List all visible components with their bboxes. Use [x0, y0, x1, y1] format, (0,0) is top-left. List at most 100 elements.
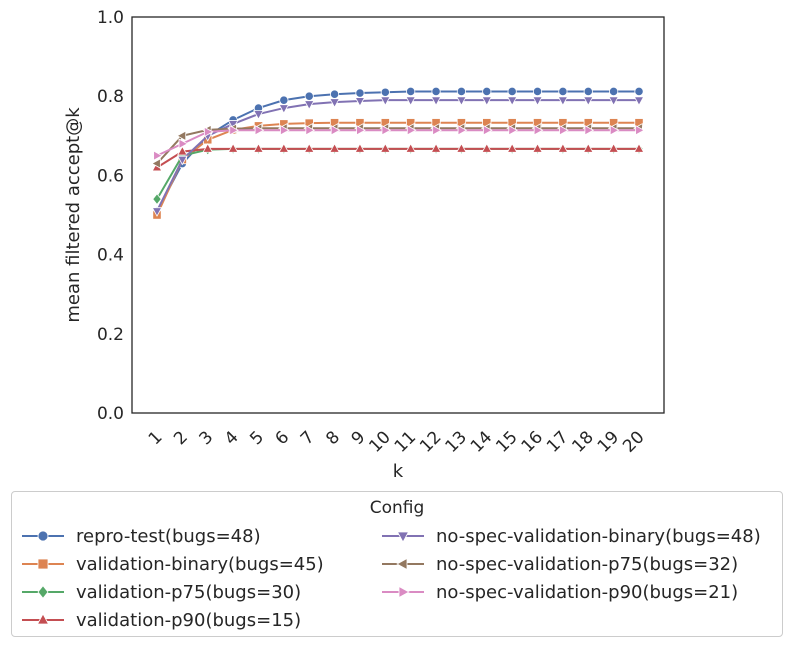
- legend-swatch: [382, 557, 424, 571]
- data-point: [329, 142, 340, 153]
- data-point: [253, 142, 264, 153]
- y-tick-label: 0.2: [97, 325, 124, 345]
- y-tick-label: 1.0: [97, 8, 124, 28]
- data-point: [634, 86, 644, 97]
- series-line: [156, 147, 639, 169]
- data-point: [203, 126, 214, 138]
- data-point: [456, 86, 467, 97]
- data-point: [304, 91, 314, 101]
- data-point: [279, 95, 289, 105]
- data-point: [330, 124, 341, 136]
- legend-swatch-marker: [36, 613, 50, 625]
- data-point: [507, 86, 517, 97]
- data-point: [177, 145, 188, 156]
- legend-item: validation-p90(bugs=15): [20, 606, 301, 634]
- data-point: [557, 96, 569, 107]
- series-4: [151, 96, 645, 217]
- y-tick-label: 0.8: [97, 87, 124, 107]
- series-line: [156, 121, 639, 216]
- data-point: [633, 96, 645, 107]
- y-tick-label: 0.4: [97, 246, 124, 266]
- x-tick-label: 2: [170, 427, 192, 449]
- legend-item: repro-test(bugs=48): [20, 522, 261, 550]
- data-point: [508, 124, 519, 136]
- legend-label: no-spec-validation-p90(bugs=21): [436, 581, 739, 603]
- data-point: [584, 124, 595, 136]
- data-point: [456, 96, 467, 107]
- data-point: [532, 96, 543, 107]
- data-point: [633, 142, 645, 153]
- data-point: [254, 124, 265, 136]
- x-tick-label: 6: [272, 427, 294, 449]
- series-line: [156, 147, 639, 200]
- data-point: [151, 158, 161, 169]
- data-point: [609, 124, 620, 136]
- legend-item: no-spec-validation-p75(bugs=32): [380, 550, 738, 578]
- data-point: [608, 142, 619, 153]
- data-point: [405, 96, 416, 107]
- data-point: [481, 142, 493, 153]
- legend-title: Config: [369, 498, 425, 518]
- legend-label: no-spec-validation-p75(bugs=32): [436, 553, 739, 575]
- data-point: [278, 142, 290, 153]
- y-tick-label: 0.0: [97, 404, 124, 424]
- x-tick-label: 3: [195, 427, 217, 449]
- legend-swatch-marker: [37, 558, 49, 570]
- data-point: [532, 142, 543, 153]
- data-point: [380, 87, 390, 97]
- legend-item: validation-binary(bugs=45): [20, 550, 324, 578]
- legend-label: no-spec-validation-binary(bugs=48): [436, 525, 761, 547]
- x-tick-label: 5: [246, 427, 268, 449]
- data-point: [430, 142, 442, 153]
- data-point: [202, 142, 214, 153]
- data-point: [558, 86, 568, 97]
- data-point: [227, 142, 239, 153]
- data-point: [608, 96, 619, 107]
- legend-swatch: [22, 530, 64, 542]
- legend-swatch: [382, 585, 424, 599]
- data-point: [381, 124, 392, 136]
- x-tick-label: 20: [619, 427, 648, 456]
- legend-label: validation-binary(bugs=45): [76, 553, 324, 575]
- series-0: [152, 86, 644, 216]
- data-point: [305, 124, 316, 136]
- legend-swatch-marker: [37, 530, 49, 542]
- x-axis-label: k: [393, 461, 404, 482]
- x-tick-label: 7: [297, 427, 319, 449]
- y-tick-label: 0.6: [97, 166, 124, 186]
- legend-swatch-marker: [37, 585, 49, 599]
- series-3: [151, 142, 645, 172]
- data-point: [355, 88, 365, 98]
- data-point: [406, 124, 417, 136]
- x-tick-label: 8: [322, 427, 344, 449]
- data-point: [457, 124, 468, 136]
- legend-item: no-spec-validation-p90(bugs=21): [380, 578, 738, 606]
- data-point: [557, 142, 569, 153]
- x-tick-label: 4: [221, 427, 243, 449]
- legend-swatch-marker: [396, 557, 408, 571]
- legend-swatch-marker: [396, 531, 410, 543]
- data-point: [582, 142, 594, 153]
- legend-label: validation-p75(bugs=30): [76, 581, 302, 603]
- data-point: [432, 124, 442, 136]
- data-point: [405, 142, 416, 153]
- data-point: [481, 96, 493, 107]
- data-point: [151, 207, 163, 217]
- data-point: [482, 86, 492, 97]
- data-point: [559, 124, 569, 136]
- legend-label: repro-test(bugs=48): [76, 525, 261, 547]
- plot-frame: [131, 16, 665, 414]
- data-point: [229, 124, 239, 136]
- legend-swatch: [22, 585, 64, 599]
- data-point: [506, 96, 518, 107]
- series-6: [153, 124, 645, 161]
- data-point: [635, 124, 645, 136]
- x-tick-label: 1: [145, 427, 167, 449]
- data-point: [533, 124, 544, 136]
- legend: Config repro-test(bugs=48) validation-bin…: [11, 491, 783, 637]
- series-1: [152, 118, 644, 220]
- data-point: [177, 155, 188, 166]
- series-line: [156, 99, 639, 212]
- data-point: [431, 86, 441, 97]
